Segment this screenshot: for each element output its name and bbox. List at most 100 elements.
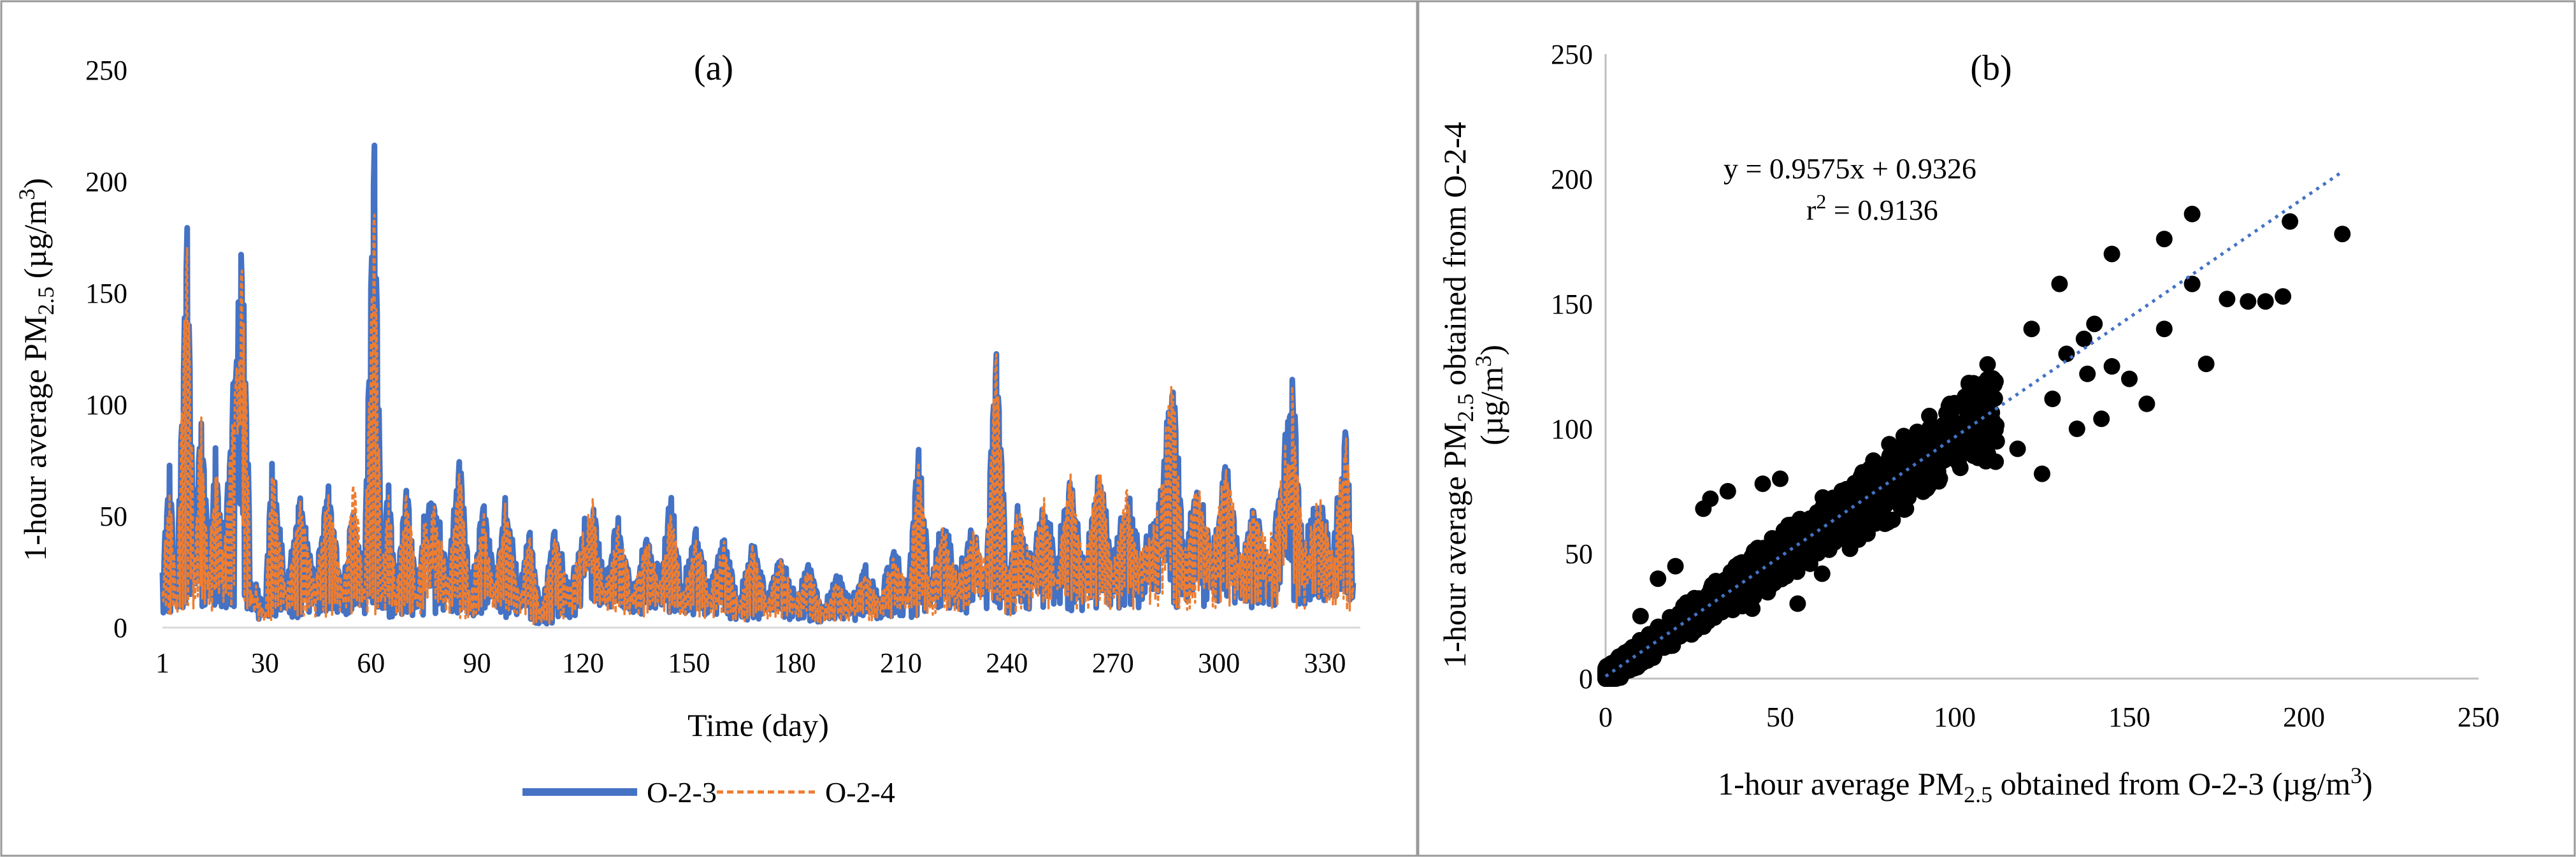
scatter-point [2034,465,2050,482]
scatter-point [1846,484,1863,501]
b-y-tick-label: 250 [1551,39,1593,70]
scatter-point [1977,452,1994,470]
scatter-point [1921,407,1938,424]
scatter-point [1813,565,1831,582]
scatter-point [1957,442,1974,459]
scatter-point [2334,226,2351,243]
a-x-tick-label: 1 [155,647,169,679]
scatter-point [2155,320,2173,338]
scatter-point [1653,637,1670,654]
b-equation: y = 0.9575x + 0.9326 [1723,152,1976,185]
b-x-tick-label: 200 [2283,702,2325,733]
a-x-tick-label: 240 [986,647,1028,679]
scatter-point [1784,529,1801,546]
a-x-tick-label: 330 [1304,647,1346,679]
scatter-point [1768,533,1785,550]
scatter-point [1979,356,1996,373]
scatter-point [2068,421,2085,437]
b-points-group [1597,205,2351,687]
a-x-tick-label: 180 [774,647,816,679]
a-y-tick-label: 150 [85,278,127,309]
b-y-tick-label: 200 [1551,164,1593,195]
scatter-point [1753,560,1771,577]
scatter-point [2240,293,2257,310]
scatter-point [1950,454,1967,472]
a-y-tick-label: 200 [85,166,127,198]
scatter-point [1881,436,1898,453]
a-y-axis-ticks: 0 50 100 150 200 250 [85,55,127,644]
b-x-axis-title: 1-hour average PM2.5 obtained from O-2-3… [1718,763,2373,807]
scatter-point [2103,358,2120,375]
a-legend: O-2-3 O-2-4 [522,776,895,809]
scatter-point [1662,609,1679,626]
a-series-line-o-2-4 [161,213,1355,626]
scatter-point [1919,439,1936,456]
scatter-point [1691,594,1708,611]
scatter-point [1667,558,1684,575]
scatter-point [1866,459,1883,476]
scatter-point [2009,440,2026,457]
scatter-point [1977,413,1994,430]
scatter-point [1961,375,1977,392]
scatter-point [1707,573,1724,591]
scatter-point [1890,454,1908,472]
scatter-point [1799,522,1817,539]
scatter-point [2051,275,2068,292]
scatter-point [2103,245,2120,263]
a-y-axis-title: 1-hour average PM2.5 (µg/m3) [14,178,59,561]
scatter-point [1896,469,1913,486]
b-x-tick-label: 150 [2108,702,2150,733]
b-x-tick-label: 0 [1599,702,1613,733]
scatter-point [2155,231,2173,248]
legend-label-o-2-4: O-2-4 [825,776,895,809]
b-r2: r2 = 0.9136 [1806,190,1938,226]
scatter-point [2093,410,2110,428]
b-y-axis-ticks: 0 50 100 150 200 250 [1551,39,1593,695]
scatter-point [1855,496,1872,513]
a-x-tick-label: 90 [463,647,491,679]
b-x-tick-label: 100 [1934,702,1976,733]
scatter-point [2023,320,2040,338]
scatter-point [1957,388,1974,405]
scatter-point [2058,345,2075,363]
scatter-point [1789,595,1806,612]
scatter-point [2121,370,2138,387]
legend-label-o-2-3: O-2-3 [647,776,717,809]
scatter-point [2198,356,2215,373]
a-series-group [159,142,1356,627]
scatter-point [2275,288,2292,305]
scatter-point [2079,365,2096,382]
panel-b-label: (b) [1970,48,2011,88]
scatter-point [1978,392,1994,409]
b-y-tick-label: 0 [1579,663,1593,695]
panel-a-label: (a) [694,48,733,88]
scatter-point [2044,391,2061,407]
scatter-point [2138,395,2155,412]
b-y-axis-title-line2: (µg/m3) [1471,345,1509,445]
a-y-tick-label: 0 [113,612,127,644]
b-y-axis-title-line1: 1-hour average PM2.5 obtained from O-2-4 [1437,122,1478,668]
scatter-point [1632,608,1649,624]
scatter-point [2184,205,2201,222]
scatter-point [1879,493,1896,510]
scatter-point [1825,508,1843,526]
scatter-point [1695,500,1712,517]
scatter-point [2075,330,2092,347]
chart-a: (a) 0 50 100 150 200 250 1 30 60 90 120 150 180 210 2… [14,48,1360,809]
chart-b: (b) 0 50 100 150 200 250 0 50 100 150 200 250 y = … [1437,39,2500,807]
scatter-point [1918,480,1936,498]
scatter-point [1876,515,1894,532]
scatter-point [1897,500,1915,517]
a-x-tick-label: 30 [251,647,279,679]
scatter-point [2219,291,2236,308]
scatter-point [1744,600,1761,617]
scatter-point [2257,293,2274,310]
scatter-point [1719,483,1736,500]
scatter-point [1974,375,1991,392]
a-x-tick-label: 60 [357,647,385,679]
scatter-point [1788,563,1806,580]
a-x-tick-label: 150 [668,647,710,679]
scatter-point [1745,582,1762,599]
scatter-point [1650,570,1667,587]
